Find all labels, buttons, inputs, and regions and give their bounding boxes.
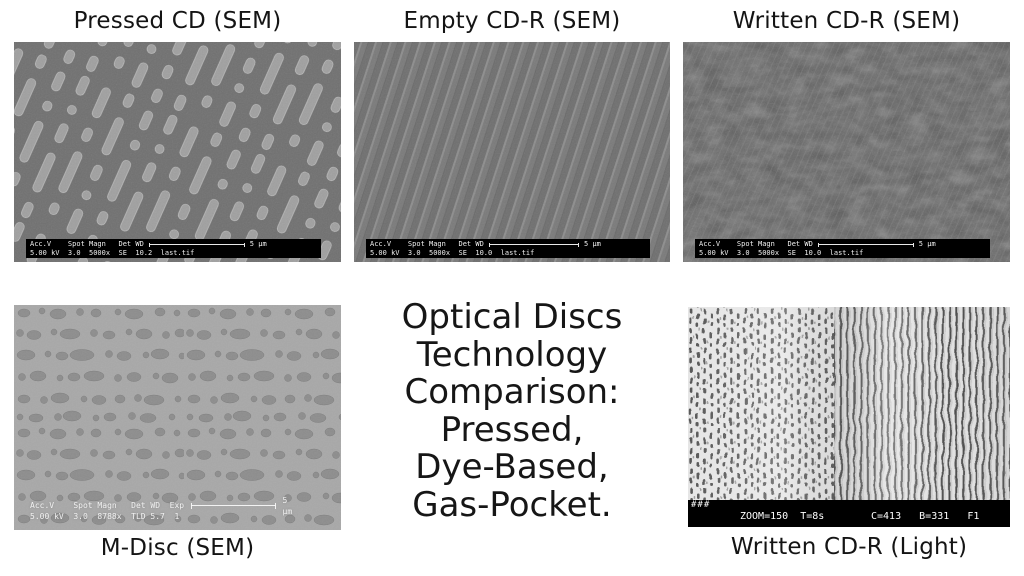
- light-bar-zoom: ZOOM=150 T=8s: [740, 511, 825, 522]
- sem-data-bar: Acc.V Spot Magn Det WD 5 µm 5.00 kV 3.0 …: [695, 239, 990, 258]
- caption-pressed-cd: Pressed CD (SEM): [73, 8, 282, 34]
- sem-bar-values: 5.00 kV 3.0 5000x SE 10.2 last.tif: [30, 249, 195, 257]
- written-cdr-light-image: ### ZOOM=150 T=8s C=413 B=331 F1: [688, 307, 1010, 527]
- sem-bar-values: 5.00 kV 3.0 8788x TLD 5.7 1: [30, 512, 180, 521]
- caption-written-cdr-light: Written CD-R (Light): [730, 534, 968, 560]
- sem-bar-values: 5.00 kV 3.0 5000x SE 10.0 last.tif: [699, 249, 864, 257]
- sem-bar-header: Acc.V Spot Magn Det WD: [699, 240, 813, 248]
- scale-label: 5 µm: [918, 240, 936, 248]
- sem-bar-header: Acc.V Spot Magn Det WD: [370, 240, 484, 248]
- sem-bar-header: Acc.V Spot Magn Det WD: [30, 240, 144, 248]
- caption-written-cdr-sem: Written CD-R (SEM): [732, 8, 961, 34]
- title-line: Optical Discs: [401, 297, 623, 337]
- title-line: Gas-Pocket.: [412, 484, 612, 525]
- sem-data-bar: Acc.V Spot Magn Det WD 5 µm 5.00 kV 3.0 …: [26, 239, 321, 258]
- light-bar-mark: ###: [691, 500, 711, 510]
- written-cdr-sem-image: Acc.V Spot Magn Det WD 5 µm 5.00 kV 3.0 …: [683, 42, 1010, 262]
- title-line: Dye-Based,: [415, 447, 609, 488]
- written-cdr-sem-texture: [683, 42, 1010, 262]
- figure-title: Optical Discs Technology Comparison: Pre…: [352, 297, 672, 525]
- empty-cdr-texture: [354, 42, 670, 262]
- title-line: Pressed,: [440, 409, 584, 450]
- scale-label: 5 µm: [584, 240, 601, 248]
- light-bar-settings: C=413 B=331 F1: [871, 511, 980, 522]
- scale-bar: [148, 243, 245, 247]
- scale-bar: [191, 503, 276, 509]
- title-line: Technology: [416, 334, 608, 375]
- sem-bar-header: Acc.V Spot Magn Det WD Exp: [30, 501, 185, 510]
- sem-bar-values: 5.00 kV 3.0 5000x SE 10.0 last.tif: [370, 249, 535, 257]
- caption-m-disc: M-Disc (SEM): [100, 535, 255, 561]
- sem-data-bar: Acc.V Spot Magn Det WD 5 µm 5.00 kV 3.0 …: [366, 239, 650, 258]
- scale-label: 5 µm: [249, 240, 267, 248]
- caption-empty-cdr: Empty CD-R (SEM): [403, 8, 621, 34]
- m-disc-sem-image: Acc.V Spot Magn Det WD Exp 5 µm 5.00 kV …: [14, 305, 341, 530]
- pressed-cd-texture: [14, 42, 341, 262]
- pressed-cd-sem-image: Acc.V Spot Magn Det WD 5 µm 5.00 kV 3.0 …: [14, 42, 341, 262]
- empty-cdr-sem-image: Acc.V Spot Magn Det WD 5 µm 5.00 kV 3.0 …: [354, 42, 670, 262]
- written-cdr-light-texture: [688, 307, 1010, 527]
- m-disc-texture: [14, 305, 341, 530]
- sem-overlay-bar: Acc.V Spot Magn Det WD Exp 5 µm 5.00 kV …: [30, 496, 301, 522]
- title-line: Comparison:: [404, 372, 620, 413]
- scale-bar: [817, 243, 914, 247]
- light-microscope-data-bar: ### ZOOM=150 T=8s C=413 B=331 F1: [688, 500, 1010, 527]
- scale-label: 5 µm: [282, 495, 293, 516]
- scale-bar: [488, 243, 580, 247]
